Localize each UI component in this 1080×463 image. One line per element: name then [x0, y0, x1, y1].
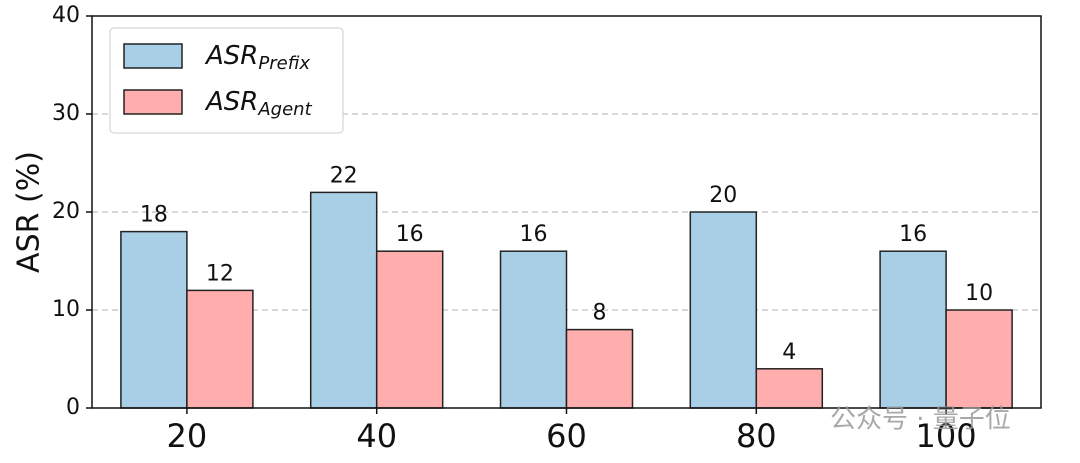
- x-tick-label: 40: [356, 417, 397, 455]
- legend-subscript: Prefix: [258, 53, 310, 74]
- bar: [120, 230, 188, 409]
- bar: [755, 368, 824, 409]
- legend-subscript: Agent: [257, 99, 312, 120]
- bar: [186, 289, 254, 409]
- x-tick-label: 100: [916, 417, 977, 455]
- bar: [499, 250, 568, 409]
- value-label: 16: [396, 222, 424, 247]
- x-tick-label: 80: [736, 417, 777, 455]
- legend-name: ASR: [204, 41, 258, 71]
- bar: [309, 191, 378, 409]
- value-label: 22: [330, 163, 358, 188]
- value-label: 4: [782, 340, 796, 365]
- x-tick-label: 60: [546, 417, 587, 455]
- value-label: 16: [899, 222, 927, 247]
- bar: [945, 309, 1013, 409]
- bar: [375, 250, 444, 409]
- legend-swatch: [123, 43, 183, 69]
- value-label: 12: [206, 261, 234, 286]
- bar: [689, 211, 758, 409]
- plot-frame: [91, 15, 1042, 409]
- value-label: 18: [140, 203, 168, 228]
- legend-name: ASR: [204, 87, 258, 117]
- legend-label: ASRAgent: [204, 87, 313, 121]
- x-tick-label: 20: [167, 417, 208, 455]
- y-tick-label: 20: [52, 199, 80, 224]
- value-label: 16: [520, 222, 548, 247]
- watermark: 公众号 · 量子位: [830, 405, 1011, 435]
- value-label: 8: [593, 301, 607, 326]
- y-tick-label: 0: [66, 395, 80, 420]
- legend-label: ASRPrefix: [204, 41, 310, 75]
- bar: [565, 328, 634, 409]
- value-label: 10: [965, 281, 993, 306]
- value-label: 20: [709, 183, 737, 208]
- y-axis-label: ASR (%): [12, 151, 47, 273]
- legend-swatch: [123, 89, 183, 115]
- y-tick-label: 40: [52, 3, 80, 28]
- bar: [879, 250, 947, 409]
- y-tick-label: 10: [52, 297, 80, 322]
- y-tick-label: 30: [52, 101, 80, 126]
